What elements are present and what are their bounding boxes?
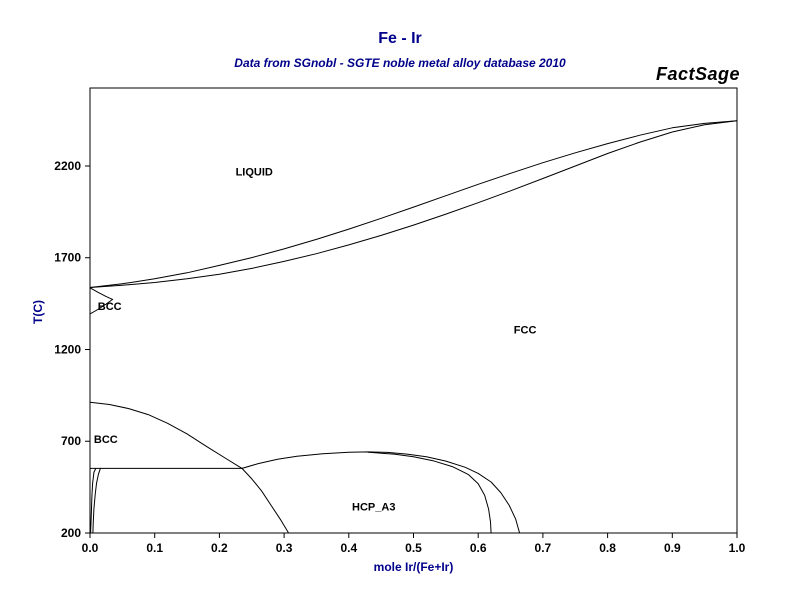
phase-label-hcp_a3: HCP_A3 (352, 501, 395, 513)
y-tick-label: 1200 (54, 342, 81, 356)
x-tick-label: 0.8 (599, 541, 616, 555)
curve-fcc-bcc-boundary (89, 401, 243, 469)
phase-label-liquid: LIQUID (236, 166, 273, 178)
x-tick-label: 0.2 (211, 541, 228, 555)
x-tick-label: 0.7 (535, 541, 552, 555)
curve-solidus (89, 120, 738, 288)
curve-alpha-solvus (92, 467, 101, 534)
curve-delta-bcc-lower (89, 298, 114, 315)
x-tick-label: 0.4 (340, 541, 357, 555)
y-tick-label: 200 (61, 526, 81, 540)
x-tick-label: 0.6 (470, 541, 487, 555)
factsage-logo: FactSage (655, 64, 740, 84)
chart-title: Fe - Ir (378, 30, 422, 47)
y-tick-label: 2200 (54, 159, 81, 173)
y-tick-label: 700 (61, 434, 81, 448)
x-tick-label: 0.1 (146, 541, 163, 555)
curve-hcp-solvus (367, 451, 492, 534)
curve-alpha-boundary-left (90, 467, 97, 534)
y-tick-label: 1700 (54, 251, 81, 265)
x-tick-label: 0.3 (276, 541, 293, 555)
phase-label-fcc: FCC (514, 324, 537, 336)
curve-hcp-left-boundary (241, 467, 290, 534)
x-tick-label: 0.9 (664, 541, 681, 555)
x-tick-label: 1.0 (729, 541, 746, 555)
x-tick-label: 0.0 (82, 541, 99, 555)
plot-frame (89, 87, 738, 534)
x-axis-title: mole Ir/(Fe+Ir) (373, 560, 454, 574)
phase-label-bcc: BCC (94, 434, 118, 446)
chart-subtitle: Data from SGnobl - SGTE noble metal allo… (234, 56, 566, 70)
curve-liquidus (89, 120, 738, 288)
phase-label-bcc: BCC (98, 301, 122, 313)
x-tick-label: 0.5 (405, 541, 422, 555)
curve-hcp-dome (241, 451, 521, 534)
curve-delta-bcc-upper (89, 287, 114, 300)
